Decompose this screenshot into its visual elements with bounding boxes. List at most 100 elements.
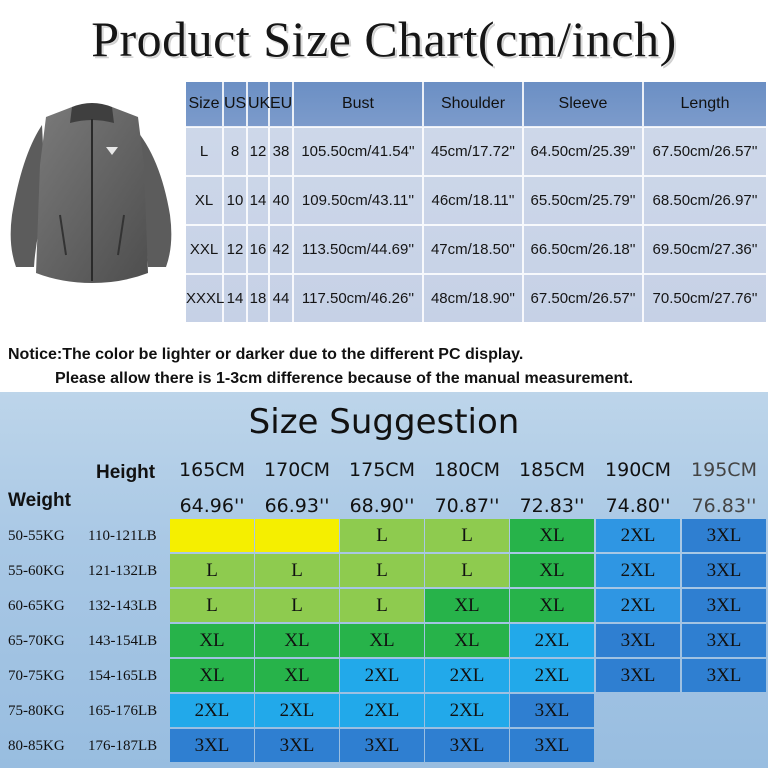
size-cell: 3XL	[510, 694, 594, 727]
table-header-row: Size US UK EU Bust Shoulder Sleeve Lengt…	[186, 82, 766, 127]
size-cell: XL	[170, 659, 254, 692]
weight-lb: 165-176LB	[88, 703, 158, 719]
table-cell: 14	[246, 175, 269, 225]
height-cm-2: 175CM	[349, 459, 415, 481]
table-cell: 68.50cm/26.97''	[642, 175, 766, 225]
weight-kg: 70-75KG	[8, 668, 65, 684]
size-cell: XL	[425, 589, 509, 622]
table-cell: 47cm/18.50''	[422, 224, 523, 274]
size-cell: 2XL	[340, 659, 424, 692]
col-header-shoulder: Shoulder	[422, 82, 523, 127]
col-header-uk: UK	[246, 82, 270, 127]
weight-kg: 55-60KG	[8, 563, 65, 579]
size-cell: L	[170, 554, 254, 587]
table-cell: 48cm/18.90''	[422, 273, 523, 322]
size-cell: XL	[255, 659, 339, 692]
size-cell: 2XL	[170, 694, 254, 727]
size-cell: 2XL	[596, 589, 680, 622]
table-row: L 8 12 38 105.50cm/41.54'' 45cm/17.72'' …	[186, 126, 766, 176]
table-cell: 67.50cm/26.57''	[522, 273, 643, 322]
weight-lb: 110-121LB	[88, 528, 157, 544]
table-row: XXL 12 16 42 113.50cm/44.69'' 47cm/18.50…	[186, 224, 766, 274]
table-cell: 16	[246, 224, 269, 274]
height-inch-3: 70.87''	[434, 495, 500, 517]
weight-lb: 143-154LB	[88, 633, 158, 649]
height-cm-1: 170CM	[264, 459, 330, 481]
size-cell: 2XL	[596, 554, 680, 587]
size-cell: XL	[170, 624, 254, 657]
weight-kg: 60-65KG	[8, 598, 65, 614]
table-cell: 117.50cm/46.26''	[292, 273, 423, 322]
table-cell: 38	[268, 126, 293, 176]
table-cell: 105.50cm/41.54''	[292, 126, 423, 176]
size-cell: L	[425, 519, 509, 552]
size-cell: L	[170, 589, 254, 622]
measurement-table: Size US UK EU Bust Shoulder Sleeve Lengt…	[186, 82, 766, 322]
weight-kg: 75-80KG	[8, 703, 65, 719]
table-cell: 70.50cm/27.76''	[642, 273, 766, 322]
table-cell: L	[186, 126, 223, 176]
table-cell: XL	[186, 175, 223, 225]
height-inch-2: 68.90''	[349, 495, 415, 517]
size-cell: 2XL	[255, 694, 339, 727]
table-cell: 45cm/17.72''	[422, 126, 523, 176]
size-cell	[682, 729, 766, 762]
height-cm-4: 185CM	[519, 459, 585, 481]
size-cell: 2XL	[596, 519, 680, 552]
size-cell: L	[255, 589, 339, 622]
table-cell: 18	[246, 273, 269, 322]
weight-lb: 176-187LB	[88, 738, 158, 754]
weight-row-3: 65-70KG 143-154LB	[0, 624, 170, 659]
weight-lb: 121-132LB	[88, 563, 158, 579]
size-cell: 2XL	[510, 624, 594, 657]
table-cell: 109.50cm/43.11''	[292, 175, 423, 225]
col-header-size: Size	[186, 82, 223, 127]
weight-row-0: 50-55KG 110-121LB	[0, 519, 170, 554]
table-row: XXXL 14 18 44 117.50cm/46.26'' 48cm/18.9…	[186, 273, 766, 322]
col-header-bust: Bust	[292, 82, 423, 127]
weight-kg: 80-85KG	[8, 738, 65, 754]
notice-color: Notice:The color be lighter or darker du…	[8, 346, 524, 363]
size-cell: 2XL	[425, 694, 509, 727]
size-cell: XL	[340, 624, 424, 657]
size-cell: 3XL	[510, 729, 594, 762]
col-header-us: US	[222, 82, 247, 127]
table-cell: XXL	[186, 224, 223, 274]
height-inch-6: 76.83''	[691, 495, 757, 517]
weight-row-2: 60-65KG 132-143LB	[0, 589, 170, 624]
height-cm-6: 195CM	[691, 459, 757, 481]
size-cell	[682, 694, 766, 727]
size-cell: 3XL	[596, 624, 680, 657]
size-cell: XL	[255, 624, 339, 657]
table-cell: 10	[222, 175, 247, 225]
table-cell: 65.50cm/25.79''	[522, 175, 643, 225]
size-cell: XL	[510, 589, 594, 622]
weight-lb: 132-143LB	[88, 598, 158, 614]
size-cell: L	[340, 519, 424, 552]
size-cell	[170, 519, 254, 552]
weight-row-1: 55-60KG 121-132LB	[0, 554, 170, 589]
size-cell: 3XL	[682, 554, 766, 587]
size-cell: 3XL	[682, 519, 766, 552]
size-cell: 3XL	[682, 589, 766, 622]
size-cell: 3XL	[170, 729, 254, 762]
height-cm-3: 180CM	[434, 459, 500, 481]
table-cell: 46cm/18.11''	[422, 175, 523, 225]
size-cell: L	[255, 554, 339, 587]
size-cell: 3XL	[255, 729, 339, 762]
size-cell: L	[340, 554, 424, 587]
weight-row-6: 80-85KG 176-187LB	[0, 729, 170, 764]
height-inch-5: 74.80''	[605, 495, 671, 517]
table-cell: 67.50cm/26.57''	[642, 126, 766, 176]
size-cell: 3XL	[425, 729, 509, 762]
weight-kg: 50-55KG	[8, 528, 65, 544]
size-suggestion-panel: Size Suggestion Height Weight 165CM 64.96…	[0, 392, 768, 768]
weight-kg: 65-70KG	[8, 633, 65, 649]
notice-measurement: Please allow there is 1-3cm difference b…	[55, 370, 634, 387]
table-cell: 12	[246, 126, 269, 176]
size-cell: 3XL	[682, 659, 766, 692]
size-cell: XL	[510, 519, 594, 552]
table-cell: 14	[222, 273, 247, 322]
col-header-length: Length	[642, 82, 766, 127]
weight-row-5: 75-80KG 165-176LB	[0, 694, 170, 729]
